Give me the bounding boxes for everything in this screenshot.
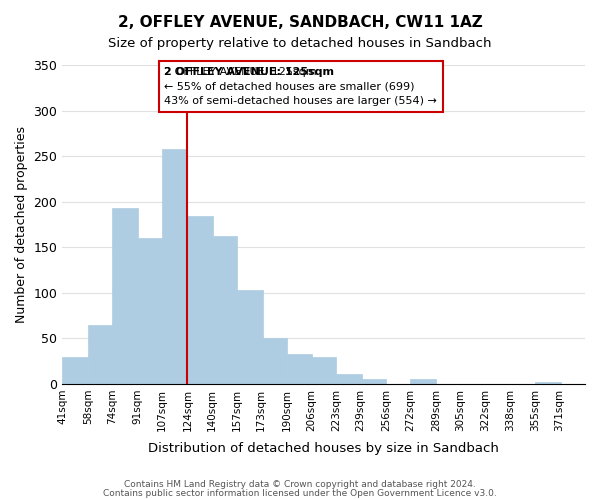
Bar: [187, 216, 213, 384]
Bar: [337, 374, 362, 384]
Bar: [311, 356, 337, 384]
Y-axis label: Number of detached properties: Number of detached properties: [15, 126, 28, 323]
Bar: [361, 380, 386, 384]
Bar: [62, 356, 88, 384]
X-axis label: Distribution of detached houses by size in Sandbach: Distribution of detached houses by size …: [148, 442, 499, 455]
Bar: [112, 208, 137, 384]
Text: Contains HM Land Registry data © Crown copyright and database right 2024.: Contains HM Land Registry data © Crown c…: [124, 480, 476, 489]
Bar: [162, 149, 187, 384]
Bar: [410, 380, 436, 384]
Bar: [88, 324, 113, 384]
Text: Contains public sector information licensed under the Open Government Licence v3: Contains public sector information licen…: [103, 488, 497, 498]
Bar: [535, 382, 561, 384]
Bar: [211, 236, 237, 384]
Bar: [287, 354, 313, 384]
Text: 2 OFFLEY AVENUE: 125sqm: 2 OFFLEY AVENUE: 125sqm: [164, 66, 334, 76]
Bar: [237, 290, 263, 384]
Text: 2 OFFLEY AVENUE: 125sqm
← 55% of detached houses are smaller (699)
43% of semi-d: 2 OFFLEY AVENUE: 125sqm ← 55% of detache…: [164, 66, 437, 106]
Text: Size of property relative to detached houses in Sandbach: Size of property relative to detached ho…: [108, 38, 492, 51]
Bar: [137, 238, 163, 384]
Text: 2, OFFLEY AVENUE, SANDBACH, CW11 1AZ: 2, OFFLEY AVENUE, SANDBACH, CW11 1AZ: [118, 15, 482, 30]
Bar: [261, 338, 287, 384]
